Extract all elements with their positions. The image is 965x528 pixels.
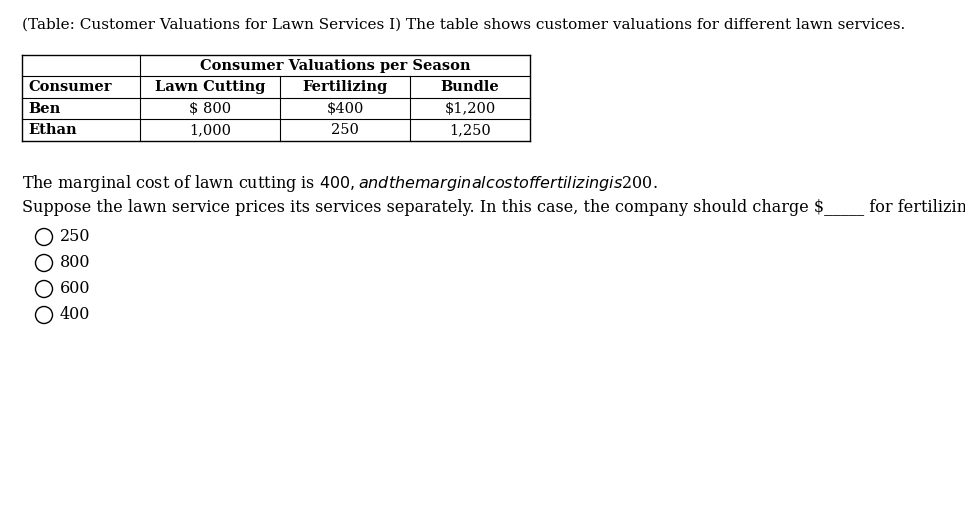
Text: Ben: Ben [28,102,60,116]
Text: 1,250: 1,250 [449,123,491,137]
Text: 600: 600 [60,280,91,297]
Text: 1,000: 1,000 [189,123,231,137]
Text: $400: $400 [326,102,364,116]
Text: 250: 250 [331,123,359,137]
Text: Bundle: Bundle [441,80,499,95]
Text: Ethan: Ethan [28,123,76,137]
Text: Consumer: Consumer [28,80,112,95]
Text: Fertilizing: Fertilizing [302,80,388,95]
Text: 400: 400 [60,306,91,324]
Text: The marginal cost of lawn cutting is $400, and the marginal cost of fertilizing : The marginal cost of lawn cutting is $40… [22,173,658,194]
Text: $ 800: $ 800 [189,102,231,116]
Text: 250: 250 [60,229,91,246]
Text: Consumer Valuations per Season: Consumer Valuations per Season [200,59,470,73]
Text: (Table: Customer Valuations for Lawn Services I) The table shows customer valuat: (Table: Customer Valuations for Lawn Ser… [22,18,905,32]
Text: $1,200: $1,200 [444,102,496,116]
Text: 800: 800 [60,254,91,271]
Text: Lawn Cutting: Lawn Cutting [154,80,265,95]
Text: Suppose the lawn service prices its services separately. In this case, the compa: Suppose the lawn service prices its serv… [22,199,965,216]
